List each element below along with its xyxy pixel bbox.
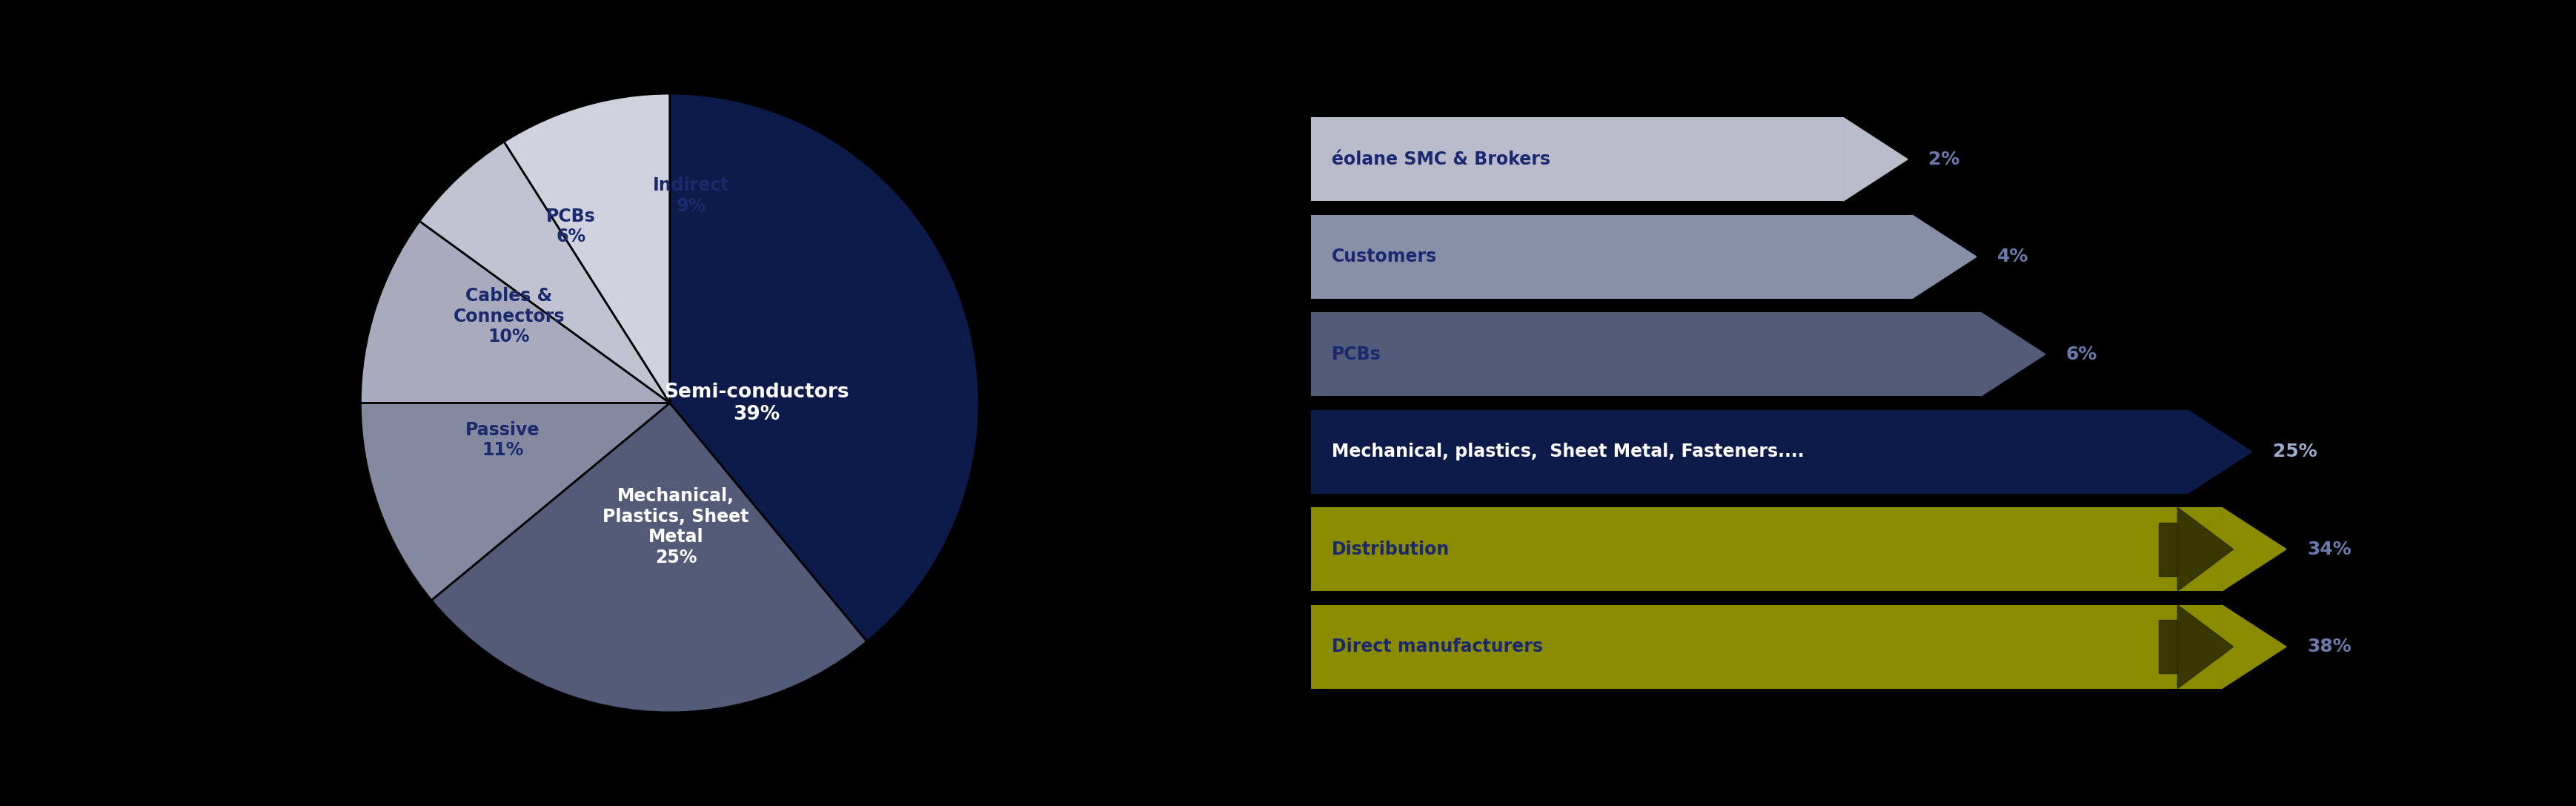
Bar (1311, 118, 1844, 201)
Text: Customers: Customers (1332, 248, 1437, 266)
Wedge shape (420, 142, 670, 403)
Text: Cables &
Connectors
10%: Cables & Connectors 10% (453, 287, 564, 346)
Polygon shape (2177, 605, 2233, 688)
Text: 4%: 4% (1996, 248, 2027, 266)
Text: Semi-conductors
39%: Semi-conductors 39% (665, 382, 850, 424)
Bar (1311, 313, 1981, 396)
Polygon shape (1911, 215, 1976, 298)
Bar (1311, 605, 2223, 688)
Text: 2%: 2% (1929, 151, 1960, 168)
Text: Mechanical, plastics,  Sheet Metal, Fasteners....: Mechanical, plastics, Sheet Metal, Faste… (1332, 442, 1803, 461)
Wedge shape (361, 221, 670, 403)
Text: éolane SMC & Brokers: éolane SMC & Brokers (1332, 151, 1551, 168)
Bar (1311, 215, 1911, 298)
Text: 38%: 38% (2308, 638, 2352, 655)
Bar (1311, 508, 2223, 591)
Wedge shape (430, 403, 868, 713)
Polygon shape (2223, 508, 2287, 591)
Polygon shape (2159, 620, 2177, 674)
Wedge shape (505, 93, 670, 403)
Polygon shape (2187, 410, 2251, 493)
Polygon shape (1981, 313, 2045, 396)
Text: Direct manufacturers: Direct manufacturers (1332, 638, 1543, 655)
Text: PCBs: PCBs (1332, 345, 1381, 364)
Text: Indirect
9%: Indirect 9% (654, 177, 729, 215)
Polygon shape (2223, 605, 2287, 688)
Text: Distribution: Distribution (1332, 540, 1450, 558)
Polygon shape (2159, 522, 2177, 576)
Text: Passive
11%: Passive 11% (466, 421, 541, 459)
Bar (1311, 410, 2187, 493)
Wedge shape (361, 403, 670, 600)
Text: 34%: 34% (2308, 540, 2352, 558)
Text: Mechanical,
Plastics, Sheet
Metal
25%: Mechanical, Plastics, Sheet Metal 25% (603, 487, 750, 567)
Polygon shape (1844, 118, 1909, 201)
Wedge shape (670, 93, 979, 642)
Text: 6%: 6% (2066, 345, 2097, 364)
Polygon shape (2177, 508, 2233, 591)
Text: PCBs
6%: PCBs 6% (546, 207, 595, 246)
Text: 25%: 25% (2272, 442, 2316, 461)
